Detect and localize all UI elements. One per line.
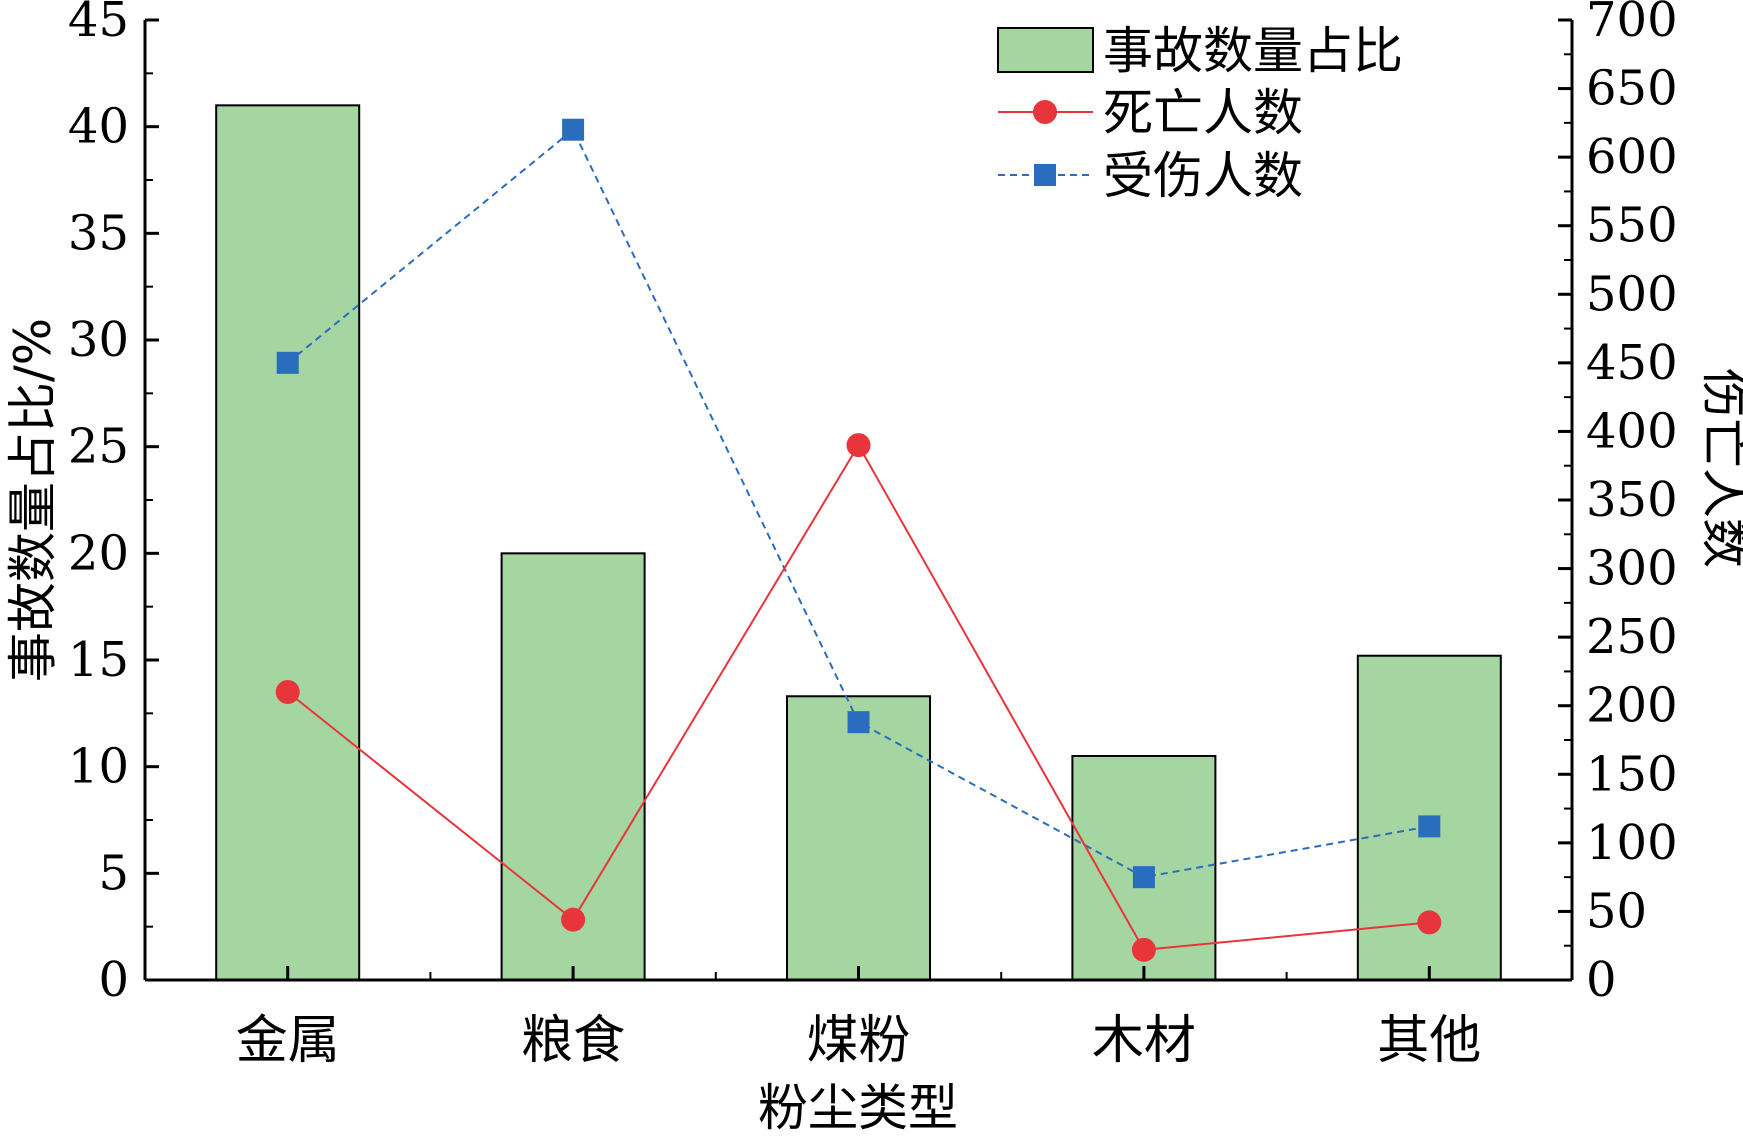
y-right-tick-label-3: 150 bbox=[1586, 746, 1678, 802]
injury-point-1 bbox=[562, 118, 585, 141]
x-tick-label-4: 其他 bbox=[1377, 1011, 1481, 1071]
lines-layer bbox=[275, 118, 1442, 962]
y-left-tick-label-5: 25 bbox=[68, 419, 129, 475]
y-right-tick-label-7: 350 bbox=[1586, 472, 1678, 528]
axes-layer: 0510152025303540450501001502002503003504… bbox=[68, 0, 1678, 1071]
y-right-tick-label-13: 650 bbox=[1586, 61, 1678, 117]
y-right-tick-label-12: 600 bbox=[1586, 129, 1678, 185]
x-tick-label-1: 粮食 bbox=[521, 1011, 625, 1071]
injury-point-0 bbox=[276, 351, 299, 374]
y-right-tick-label-8: 400 bbox=[1586, 403, 1678, 459]
death-point-1 bbox=[561, 907, 586, 932]
legend-label-injury: 受伤人数 bbox=[1103, 147, 1303, 205]
y-left-tick-label-3: 15 bbox=[68, 632, 129, 688]
y-left-tick-label-8: 40 bbox=[68, 99, 129, 155]
y-left-tick-label-7: 35 bbox=[68, 205, 129, 261]
bar-2 bbox=[786, 695, 931, 981]
bar-0 bbox=[215, 104, 361, 982]
y-right-tick-label-0: 0 bbox=[1586, 952, 1617, 1008]
legend-swatch-death-marker bbox=[1033, 100, 1057, 124]
legend-swatch-bar bbox=[997, 27, 1094, 73]
y-left-tick-label-2: 10 bbox=[68, 739, 129, 795]
injury-point-3 bbox=[1132, 866, 1155, 889]
legend-swatch-injury-marker bbox=[1034, 164, 1056, 186]
x-tick-label-0: 金属 bbox=[236, 1011, 340, 1071]
y-axis-left-title: 事故数量占比/% bbox=[4, 318, 62, 682]
y-left-tick-label-4: 20 bbox=[68, 525, 129, 581]
y-left-tick-label-6: 30 bbox=[68, 312, 129, 368]
y-right-tick-label-9: 450 bbox=[1586, 335, 1678, 391]
x-tick-label-3: 木材 bbox=[1092, 1011, 1196, 1071]
y-axis-right-title: 伤亡人数 bbox=[1696, 368, 1743, 568]
death-point-4 bbox=[1417, 910, 1442, 935]
text-layer: 粉尘类型 事故数量占比/% 伤亡人数 bbox=[4, 318, 1743, 1137]
y-right-tick-label-14: 700 bbox=[1586, 0, 1678, 48]
injury-point-4 bbox=[1418, 815, 1441, 838]
y-right-tick-label-4: 200 bbox=[1586, 678, 1678, 734]
legend-label-death: 死亡人数 bbox=[1103, 84, 1303, 142]
y-left-tick-label-0: 0 bbox=[98, 952, 129, 1008]
injury-point-2 bbox=[847, 711, 870, 734]
legend-label-bar: 事故数量占比 bbox=[1103, 22, 1403, 80]
y-right-tick-label-2: 100 bbox=[1586, 815, 1678, 871]
death-point-3 bbox=[1131, 937, 1156, 962]
bars-layer bbox=[215, 104, 1502, 982]
y-right-tick-label-1: 50 bbox=[1586, 883, 1647, 939]
death-point-0 bbox=[275, 680, 300, 704]
y-right-tick-label-11: 550 bbox=[1586, 198, 1678, 254]
y-left-tick-label-1: 5 bbox=[98, 845, 129, 901]
y-right-tick-label-10: 500 bbox=[1586, 266, 1678, 322]
x-tick-label-2: 煤粉 bbox=[806, 1011, 910, 1071]
y-left-tick-label-9: 45 bbox=[68, 0, 129, 48]
death-point-2 bbox=[846, 433, 871, 458]
y-right-tick-label-5: 250 bbox=[1586, 609, 1678, 665]
y-right-tick-label-6: 300 bbox=[1586, 541, 1678, 597]
x-axis-title: 粉尘类型 bbox=[758, 1079, 958, 1137]
